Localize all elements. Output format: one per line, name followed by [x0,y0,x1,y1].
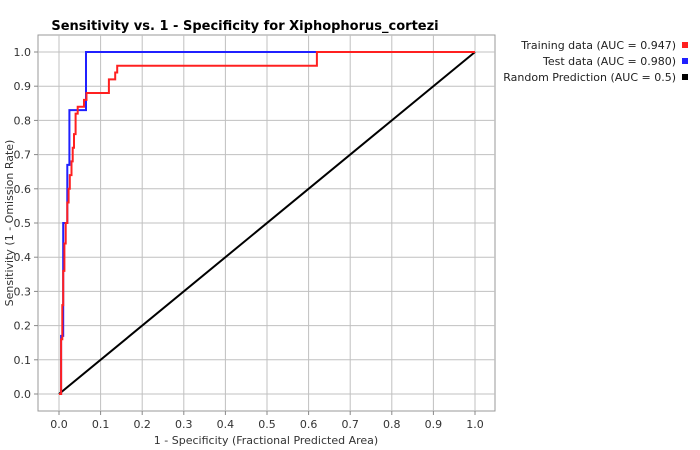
training-legend-label: Training data (AUC = 0.947) [520,39,676,52]
x-tick-label: 0.3 [175,418,193,431]
series-lines [58,51,476,395]
y-tick-label: 0.2 [14,320,32,333]
x-tick-label: 0.4 [217,418,235,431]
y-tick-label: 0.8 [14,114,32,127]
y-tick-label: 0.5 [14,217,32,230]
y-tick-label: 1.0 [14,46,32,59]
y-tick-label: 0.3 [14,285,32,298]
x-axis-ticks: 0.0 0.1 0.2 0.3 0.4 0.5 0.6 0.7 0.8 0.9 1.0 [50,411,484,431]
test-legend-swatch [682,58,688,64]
x-axis-title: 1 - Specificity (Fractional Predicted Ar… [154,434,378,447]
x-tick-label: 0.0 [50,418,68,431]
y-tick-label: 0.9 [14,80,32,93]
random-legend-swatch [682,74,688,80]
random-prediction-line [58,51,476,395]
chart-title: Sensitivity vs. 1 - Specificity for Xiph… [51,19,438,34]
y-axis-ticks: 0.0 0.1 0.2 0.3 0.4 0.5 0.6 0.7 0.8 0.9 1.0 [14,46,38,401]
training-legend-swatch [682,42,688,48]
random-legend-label: Random Prediction (AUC = 0.5) [503,71,676,84]
test-legend-label: Test data (AUC = 0.980) [542,55,676,68]
x-tick-label: 0.7 [341,418,359,431]
training-data-line [59,51,475,395]
y-tick-label: 0.7 [14,149,32,162]
y-tick-label: 0.1 [14,354,32,367]
x-tick-label: 0.6 [300,418,318,431]
x-tick-label: 0.5 [258,418,276,431]
x-tick-label: 0.9 [425,418,443,431]
y-tick-label: 0.0 [14,388,32,401]
y-tick-label: 0.6 [14,183,32,196]
x-tick-label: 0.2 [133,418,151,431]
x-tick-label: 0.8 [383,418,401,431]
y-axis-title: Sensitivity (1 - Omission Rate) [3,140,16,307]
legend: Training data (AUC = 0.947) Test data (AU… [503,39,688,84]
x-tick-label: 1.0 [466,418,484,431]
x-tick-label: 0.1 [92,418,110,431]
y-tick-label: 0.4 [14,251,32,264]
